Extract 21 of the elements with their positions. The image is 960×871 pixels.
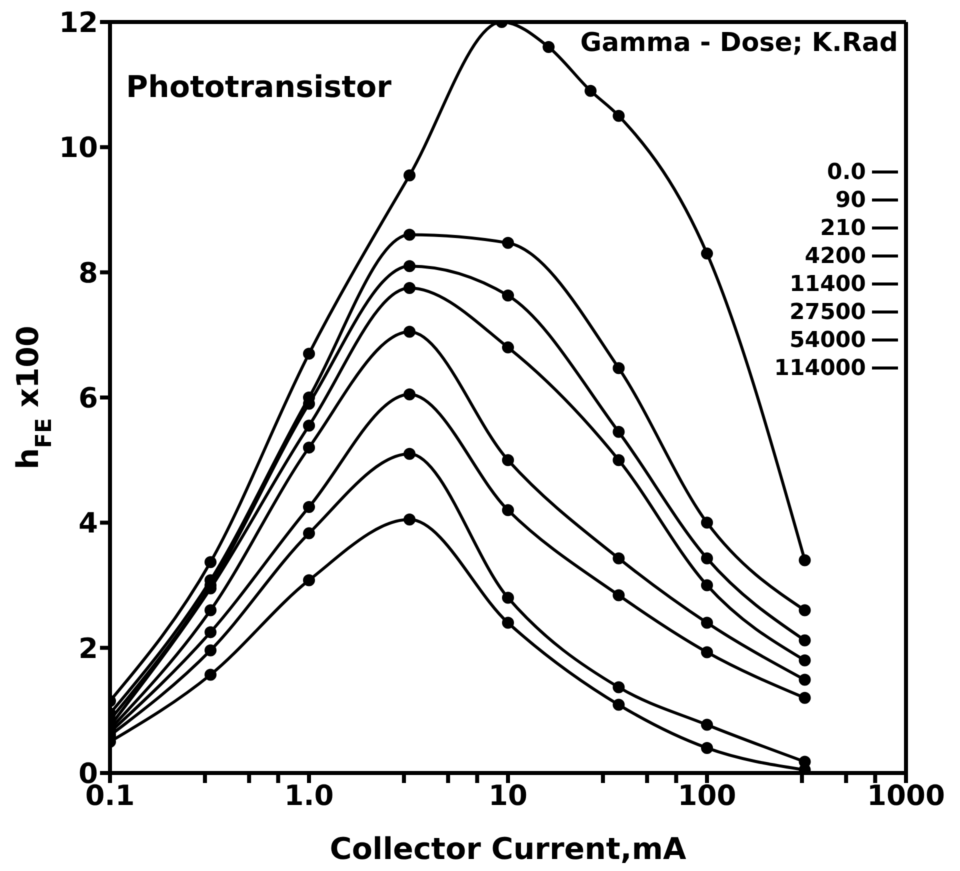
legend-label: 0.0 [827, 160, 866, 184]
legend-label: 90 [835, 188, 866, 212]
x-axis-title: Collector Current,mA [330, 832, 687, 867]
legend-title: Gamma - Dose; K.Rad [580, 28, 898, 58]
legend-label: 210 [820, 216, 866, 240]
y-tick-label: 6 [78, 381, 98, 414]
y-tick-label: 4 [78, 506, 98, 540]
x-tick-label: 1000 [867, 778, 945, 812]
legend-label: 114000 [774, 356, 866, 380]
text: Phototransistor [126, 70, 392, 105]
x-tick-label: 1.0 [284, 778, 334, 812]
legend-label: 4200 [804, 244, 866, 268]
y-tick-label: 2 [78, 632, 98, 665]
y-tick-label: 10 [59, 131, 98, 164]
legend-label: 27500 [789, 300, 866, 324]
x-tick-label: 10 [488, 778, 528, 812]
y-tick-label: 12 [59, 6, 98, 39]
x-tick-label: 100 [678, 778, 736, 812]
legend-label: 11400 [789, 272, 866, 296]
y-tick-label: 8 [78, 256, 98, 290]
legend-label: 54000 [789, 328, 866, 352]
